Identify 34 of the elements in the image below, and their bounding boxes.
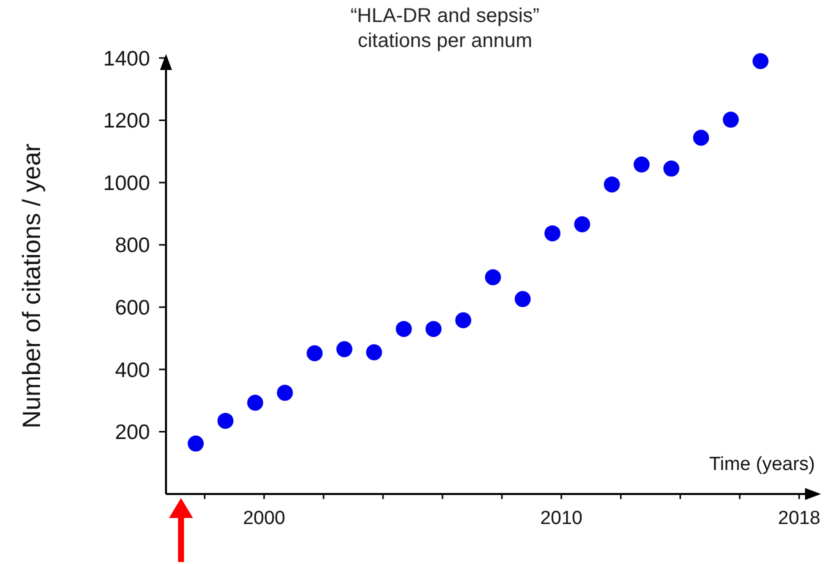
point [336, 341, 352, 358]
point [514, 291, 531, 308]
point [693, 130, 710, 146]
point [217, 412, 234, 429]
point [604, 176, 620, 192]
x-tick-label: 2000 [242, 508, 286, 529]
point [663, 160, 680, 177]
point [247, 394, 264, 411]
point [722, 112, 739, 128]
y-axis-title: Number of citations / year [18, 144, 46, 428]
x-tick-label: 2010 [540, 508, 582, 529]
y-tick-label: 400 [114, 358, 150, 382]
point [276, 384, 293, 401]
y-tick-label: 800 [114, 234, 150, 258]
point [426, 320, 442, 337]
point [188, 436, 204, 452]
point [574, 216, 590, 232]
point [484, 269, 501, 286]
point [366, 344, 382, 360]
chart-subtitle: citations per annum [358, 30, 532, 52]
y-tick-label: 1000 [103, 172, 150, 195]
point [634, 156, 650, 173]
point [544, 225, 560, 242]
y-tick-label: 600 [114, 296, 150, 320]
chart-title: “HLA-DR and sepsis” [350, 5, 540, 27]
y-tick-label: 1200 [103, 110, 150, 133]
point [306, 345, 323, 362]
x-axis-title: Time (years) [709, 454, 815, 475]
point [455, 312, 472, 328]
y-tick-label: 200 [114, 421, 150, 444]
y-tick-label: 1400 [103, 47, 150, 70]
point [396, 320, 412, 337]
x-tick-label: 2018 [778, 508, 820, 529]
point [752, 53, 769, 70]
